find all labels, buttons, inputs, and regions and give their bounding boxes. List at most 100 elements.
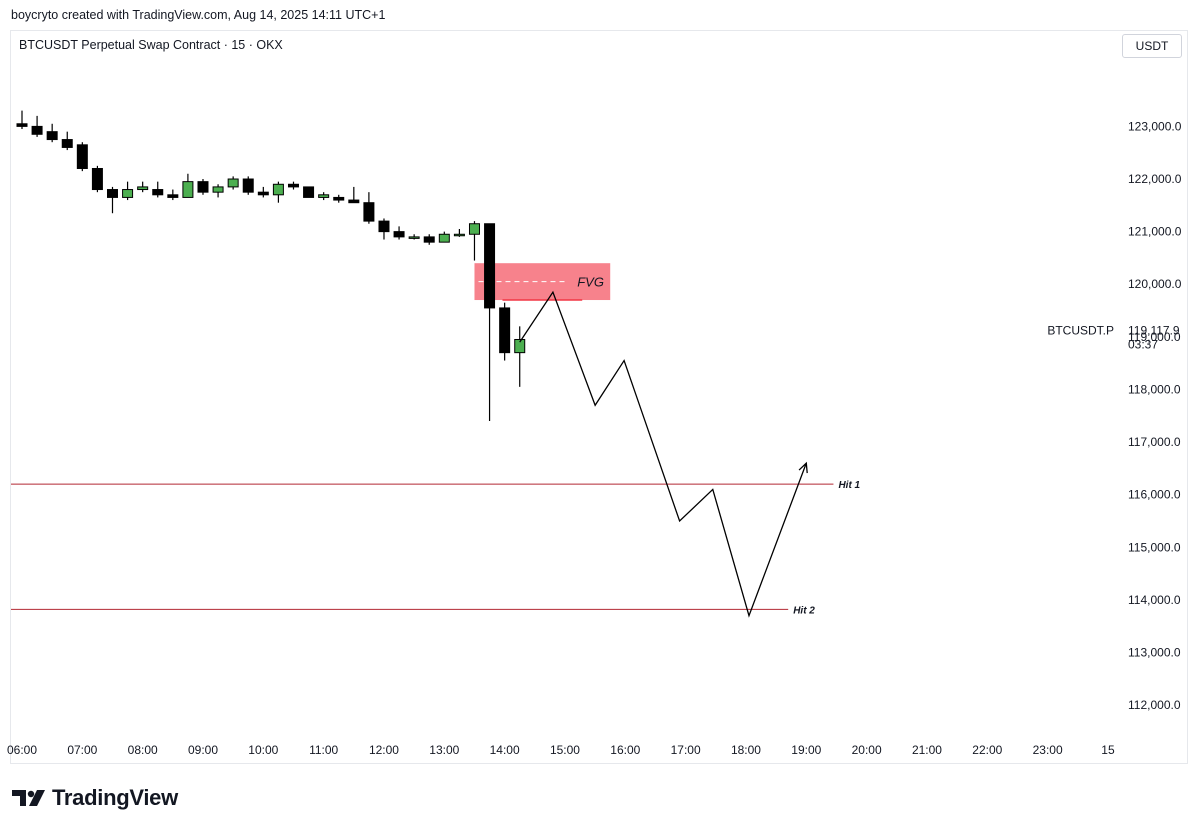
y-tick-label: 123,000.0: [1128, 119, 1182, 133]
candle-body: [227, 178, 239, 188]
tradingview-logo-icon: [12, 790, 45, 806]
candle-body: [31, 125, 43, 135]
candle: [468, 221, 480, 261]
candle-body: [348, 199, 360, 204]
candle: [348, 186, 360, 204]
candle: [272, 181, 284, 203]
candle: [287, 181, 299, 190]
candle: [167, 189, 179, 201]
x-tick-label: 15: [1101, 743, 1115, 757]
x-tick-label: 17:00: [671, 743, 701, 757]
candle: [137, 181, 149, 193]
price-axis: 112,000.0 113,000.0 114,000.0 115,000.0 116,…: [1128, 119, 1182, 712]
x-tick-label: 22:00: [972, 743, 1002, 757]
x-tick-label: 16:00: [610, 743, 640, 757]
candles-layer: [16, 110, 526, 422]
price-symbol-label: BTCUSDT.P: [1047, 324, 1114, 338]
x-tick-label: 11:00: [309, 743, 338, 757]
candle: [318, 192, 330, 201]
x-tick-label: 10:00: [248, 743, 278, 757]
candle: [16, 110, 28, 130]
brand-name: TradingView: [52, 785, 178, 810]
candle-body: [257, 191, 269, 196]
candle: [46, 123, 58, 143]
candle: [106, 186, 118, 214]
x-tick-label: 06:00: [7, 743, 37, 757]
candle: [182, 173, 194, 198]
x-tick-label: 13:00: [429, 743, 459, 757]
candle-body: [499, 307, 511, 354]
y-tick-label: 115,000.0: [1128, 540, 1181, 554]
candle: [499, 302, 511, 361]
currency-button[interactable]: USDT: [1122, 34, 1182, 58]
candle-body: [318, 194, 330, 198]
candle-body: [287, 183, 299, 188]
candle: [212, 184, 224, 198]
candle-body: [272, 183, 284, 196]
candle-body: [438, 233, 450, 243]
x-tick-label: 12:00: [369, 743, 399, 757]
candle: [378, 218, 390, 240]
time-axis: 06:00 07:00 08:00 09:00 10:00 11:00 12:00 13:00…: [7, 743, 1115, 757]
candle-body: [453, 233, 465, 237]
candle: [303, 186, 315, 198]
y-tick-label: 119,000.0: [1128, 330, 1181, 344]
candle: [333, 194, 345, 203]
y-tick-label: 121,000.0: [1128, 225, 1182, 239]
chart-frame[interactable]: [10, 30, 1188, 764]
candle-body: [152, 189, 164, 196]
candle: [423, 234, 435, 245]
y-tick-label: 120,000.0: [1128, 277, 1182, 291]
candle-body: [76, 144, 88, 169]
candle: [31, 115, 43, 137]
y-tick-label: 117,000.0: [1128, 435, 1181, 449]
projection-arrowhead: [798, 461, 808, 474]
price-label-layer: BTCUSDT.P 119,117.903:37: [1047, 324, 1180, 352]
y-tick-label: 112,000.0: [1128, 698, 1181, 712]
candle: [453, 229, 465, 237]
candle: [227, 176, 239, 190]
candle-body: [167, 194, 179, 198]
x-tick-label: 08:00: [128, 743, 158, 757]
x-tick-label: 18:00: [731, 743, 761, 757]
chart-credit: boycryto created with TradingView.com, A…: [11, 8, 386, 22]
y-tick-label: 118,000.0: [1128, 382, 1181, 396]
candle: [91, 165, 103, 193]
candle-body: [408, 236, 420, 239]
candle-body: [182, 181, 194, 198]
x-tick-label: 21:00: [912, 743, 942, 757]
candle: [61, 131, 73, 151]
candle: [438, 231, 450, 243]
candle: [408, 234, 420, 240]
y-tick-label: 114,000.0: [1128, 593, 1181, 607]
candle: [197, 179, 209, 195]
candle-body: [393, 231, 405, 238]
candle: [363, 192, 375, 224]
candle-body: [363, 202, 375, 222]
candle: [514, 326, 526, 387]
candle-body: [423, 236, 435, 243]
x-tick-label: 23:00: [1033, 743, 1063, 757]
levels-layer: Hit 1 Hit 2: [11, 480, 861, 616]
candle-body: [514, 338, 526, 354]
current-price-label: 119,117.9: [1128, 324, 1180, 338]
candle-body: [106, 189, 118, 198]
fvg-label: FVG: [577, 275, 604, 290]
bar-countdown-label: 03:37: [1128, 338, 1158, 352]
x-tick-label: 07:00: [67, 743, 97, 757]
candle-body: [46, 131, 58, 141]
level-label-1: Hit 1: [838, 480, 860, 491]
y-tick-label: 116,000.0: [1128, 488, 1181, 502]
candle-body: [378, 220, 390, 233]
y-tick-label: 122,000.0: [1128, 172, 1182, 186]
symbol-legend[interactable]: BTCUSDT Perpetual Swap Contract · 15 · O…: [19, 38, 283, 52]
candle-body: [91, 167, 103, 191]
candle: [484, 223, 496, 422]
candle-body: [137, 186, 149, 191]
projection-layer: [519, 290, 808, 618]
x-tick-label: 14:00: [490, 743, 520, 757]
x-tick-label: 15:00: [550, 743, 580, 757]
tradingview-brand: TradingView: [12, 784, 178, 812]
candle-body: [484, 223, 496, 309]
